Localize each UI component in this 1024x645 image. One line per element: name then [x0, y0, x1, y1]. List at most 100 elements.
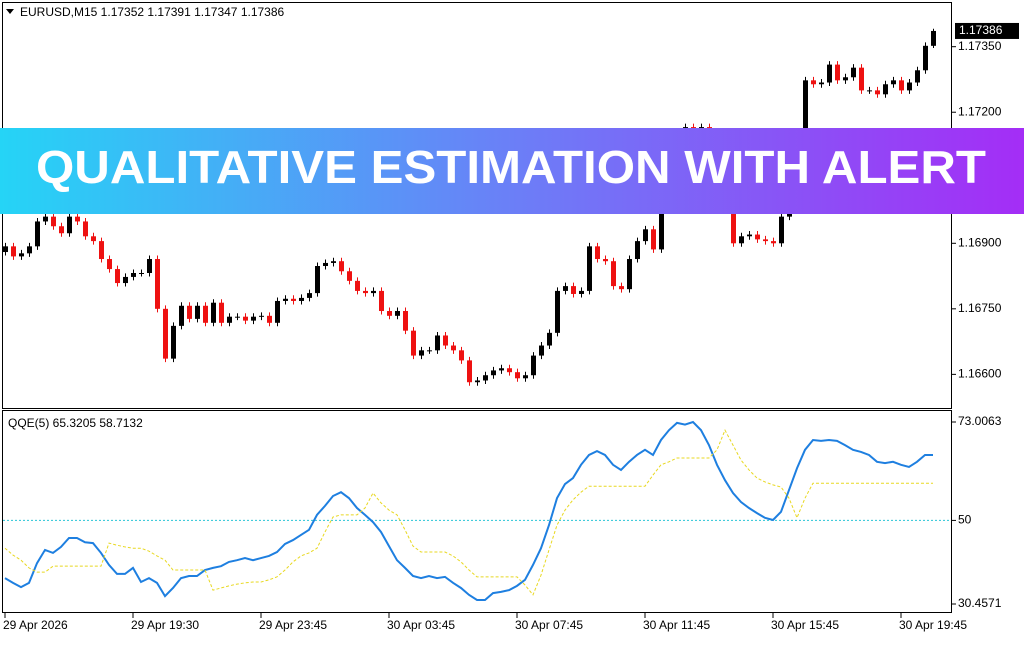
candle-body: [251, 316, 256, 321]
candle-body: [371, 290, 376, 294]
banner-text: QUALITATIVE ESTIMATION WITH ALERT: [36, 141, 986, 193]
candle-body: [43, 216, 48, 222]
candle-body: [843, 77, 848, 81]
candle-body: [635, 241, 640, 260]
candle-body: [35, 221, 40, 247]
candle-body: [587, 246, 592, 291]
candle-body: [419, 350, 424, 356]
candle-body: [235, 316, 240, 318]
x-tick-label: 30 Apr 19:45: [899, 618, 967, 632]
candle-body: [331, 261, 336, 263]
candle-body: [523, 375, 528, 379]
candle-body: [875, 90, 880, 95]
candle-body: [395, 311, 400, 316]
symbol-title: EURUSD,M15 1.17352 1.17391 1.17347 1.173…: [20, 5, 285, 19]
candle-body: [579, 290, 584, 294]
candle-body: [19, 253, 24, 257]
candle-body: [323, 262, 328, 267]
candle-body: [427, 350, 432, 352]
candle-body: [363, 290, 368, 294]
candle-body: [547, 332, 552, 346]
candle-body: [931, 30, 936, 46]
candle-body: [11, 246, 16, 257]
candle-body: [203, 305, 208, 323]
candle-body: [267, 315, 272, 323]
candle-body: [67, 216, 72, 234]
candle-body: [531, 355, 536, 376]
price-label-bg: [955, 22, 1019, 39]
candle-body: [595, 246, 600, 260]
candle-body: [27, 246, 32, 254]
candle-body: [811, 80, 816, 85]
x-tick-label: 29 Apr 23:45: [259, 618, 327, 632]
candle-body: [475, 380, 480, 383]
candle-body: [307, 293, 312, 298]
candle-body: [275, 300, 280, 323]
x-tick-label: 30 Apr 07:45: [515, 618, 583, 632]
candle-body: [491, 370, 496, 376]
candle-body: [155, 259, 160, 309]
x-tick-label: 30 Apr 15:45: [771, 618, 839, 632]
candle-body: [747, 234, 752, 237]
candle-body: [923, 45, 928, 71]
candle-body: [59, 226, 64, 234]
candle-body: [115, 269, 120, 284]
candle-body: [139, 273, 144, 274]
candle-body: [107, 259, 112, 270]
candle-body: [75, 216, 80, 222]
candle-body: [867, 90, 872, 92]
indicator-title: QQE(5) 65.3205 58.7132: [8, 416, 143, 430]
candle-body: [555, 290, 560, 333]
x-tick-label: 29 Apr 19:30: [131, 618, 199, 632]
candle-body: [283, 298, 288, 301]
candle-body: [171, 325, 176, 359]
candle-body: [131, 273, 136, 277]
candle-body: [355, 280, 360, 291]
candle-body: [739, 236, 744, 244]
candle-body: [339, 261, 344, 272]
y-tick-label: 1.16750: [958, 301, 1002, 315]
candle-body: [651, 229, 656, 250]
candle-body: [195, 305, 200, 319]
candle-body: [779, 216, 784, 244]
price-label: 1.17386: [959, 23, 1003, 37]
candle-body: [299, 297, 304, 301]
y-tick-label: 1.16600: [958, 367, 1002, 381]
qqe-line: [4, 428, 933, 596]
candle-body: [259, 315, 264, 317]
candle-body: [219, 302, 224, 323]
candle-body: [3, 246, 8, 253]
candle-body: [643, 229, 648, 242]
y-tick-label: 1.16900: [958, 235, 1002, 249]
candle-body: [387, 311, 392, 316]
candle-body: [443, 335, 448, 346]
candle-body: [819, 82, 824, 85]
x-tick-label: 30 Apr 11:45: [643, 618, 710, 632]
candle-body: [571, 286, 576, 294]
y-tick-label: 73.0063: [958, 414, 1002, 428]
candle-body: [91, 236, 96, 242]
candle-body: [515, 372, 520, 379]
candle-body: [187, 305, 192, 319]
candle-body: [379, 290, 384, 312]
candle-body: [835, 64, 840, 81]
y-tick-label: 1.17350: [958, 39, 1002, 53]
candle-body: [827, 64, 832, 83]
x-tick-label: 29 Apr 2026: [3, 618, 68, 632]
candle-body: [291, 298, 296, 301]
candle-body: [347, 271, 352, 281]
candle-body: [467, 360, 472, 383]
candle-body: [243, 316, 248, 321]
candle-body: [731, 206, 736, 244]
candle-body: [51, 216, 56, 227]
candle-body: [603, 259, 608, 262]
banner-bg: [0, 128, 1024, 214]
candle-body: [411, 330, 416, 356]
candle-body: [83, 221, 88, 237]
candle-body: [907, 82, 912, 91]
candle-body: [763, 239, 768, 242]
indicator-pane: [2, 410, 952, 613]
